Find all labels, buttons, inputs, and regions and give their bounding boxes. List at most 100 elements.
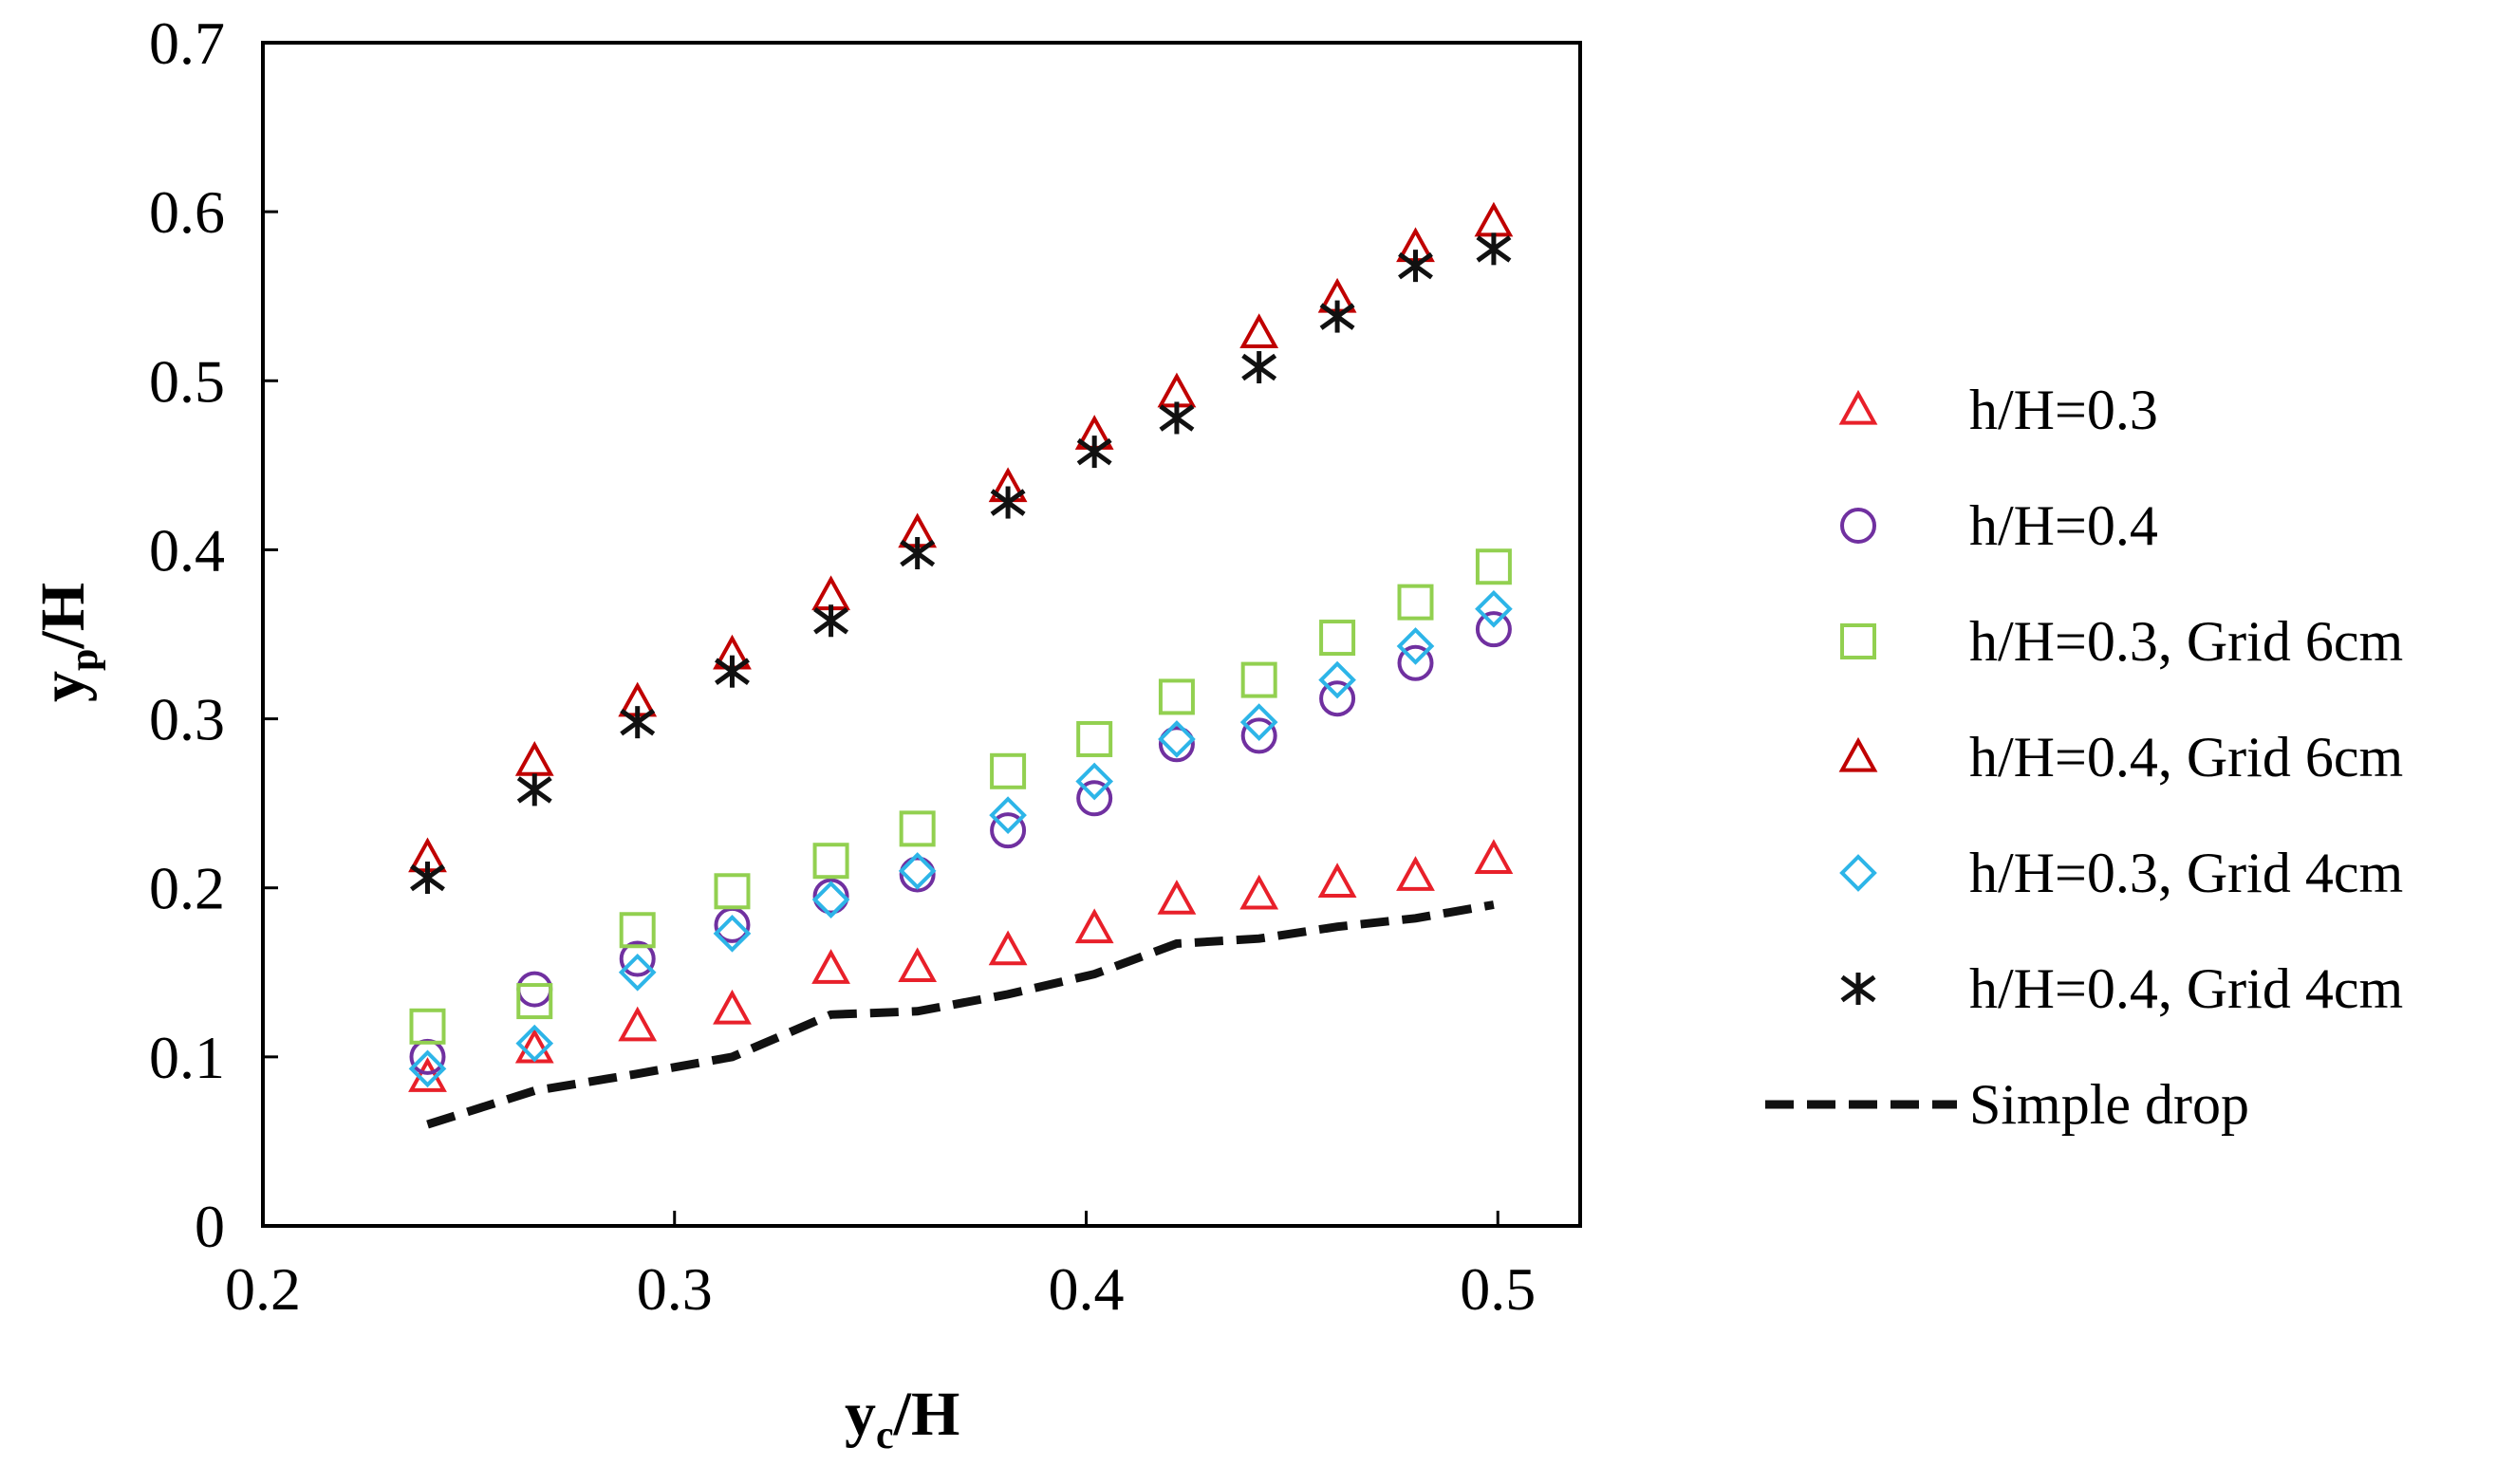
data-point <box>1475 611 1512 648</box>
legend-swatch <box>1839 854 1877 892</box>
data-point <box>1396 856 1435 891</box>
legend-label: h/H=0.4, Grid 4cm <box>1969 957 2403 1020</box>
data-point-stroke <box>1241 353 1277 381</box>
data-point <box>990 812 1027 849</box>
data-point <box>1318 660 1356 699</box>
y-axis: 0 0.1 0.2 0.3 0.4 0.5 0.6 0.7 <box>149 9 278 1260</box>
legend-swatch <box>1840 973 1876 1005</box>
data-point <box>813 604 849 638</box>
data-point <box>1319 620 1356 657</box>
data-point-stroke <box>620 708 656 736</box>
data-point <box>990 486 1026 519</box>
data-point-stroke <box>1398 251 1433 280</box>
series-2 <box>409 611 1512 1075</box>
legend-item: h/H=0.4, Grid 4cm <box>1840 957 2403 1020</box>
series-layer <box>408 201 1514 1129</box>
x-axis-title: yc/H <box>845 1380 959 1457</box>
data-point <box>1076 780 1113 817</box>
x-tick-label: 0.4 <box>1049 1255 1125 1323</box>
y-tick-label: 0.3 <box>149 686 225 753</box>
legend-label: h/H=0.4, Grid 6cm <box>1969 726 2403 788</box>
data-point <box>516 773 552 807</box>
series-line <box>426 900 1495 1129</box>
legend-label: h/H=0.3 <box>1969 379 2158 441</box>
data-point <box>1157 880 1197 915</box>
data-point <box>1240 661 1277 698</box>
data-point <box>1074 908 1114 944</box>
legend-swatch-stroke <box>1840 974 1876 1003</box>
legend-label: h/H=0.3, Grid 6cm <box>1969 610 2403 673</box>
data-point <box>1158 720 1196 758</box>
y-tick-label: 0.1 <box>149 1024 225 1091</box>
legend-label: Simple drop <box>1969 1073 2249 1136</box>
data-point <box>714 873 751 910</box>
data-point <box>516 971 553 1008</box>
x-tick-label: 0.5 <box>1460 1255 1536 1323</box>
data-point <box>618 1006 658 1042</box>
x-axis-title-sub: c <box>876 1414 894 1457</box>
series-5 <box>408 589 1513 1088</box>
y-tick-label: 0.4 <box>149 516 225 584</box>
data-point <box>409 1038 446 1075</box>
data-point <box>1076 436 1112 469</box>
data-point <box>1319 300 1355 333</box>
data-point-stroke <box>1476 235 1512 263</box>
series-7 <box>426 900 1495 1129</box>
data-point <box>1239 313 1279 349</box>
data-point <box>1239 874 1279 910</box>
series-6 <box>410 232 1512 895</box>
data-point <box>1397 584 1434 621</box>
data-point <box>1158 678 1195 715</box>
legend-swatch <box>1838 736 1878 772</box>
legend-swatch <box>1838 389 1878 425</box>
data-point <box>899 810 936 847</box>
data-point <box>713 989 752 1025</box>
series-3 <box>409 548 1512 1045</box>
data-point-stroke <box>715 658 750 685</box>
plot-area <box>261 41 1582 1228</box>
legend-item: h/H=0.3 <box>1838 379 2158 441</box>
x-axis-title-rest: /H <box>893 1380 960 1449</box>
y-axis-title: yp/H <box>28 583 106 702</box>
data-point <box>1241 351 1277 384</box>
data-point-stroke <box>1076 437 1112 466</box>
data-point <box>1319 680 1356 717</box>
data-point <box>516 983 553 1020</box>
data-point <box>1157 372 1197 408</box>
data-point <box>989 796 1027 834</box>
y-tick-label: 0 <box>195 1193 225 1260</box>
data-point <box>811 575 850 611</box>
data-point-stroke <box>516 776 552 804</box>
data-point-stroke <box>410 863 445 892</box>
data-point-stroke <box>900 539 936 567</box>
data-point <box>1396 627 1435 665</box>
data-point <box>1474 839 1514 875</box>
data-point <box>1475 589 1513 628</box>
y-tick-label: 0.2 <box>149 855 225 922</box>
y-axis-title-sub: p <box>63 649 106 671</box>
data-point <box>715 655 750 688</box>
data-point-stroke <box>1319 303 1355 330</box>
x-axis: 0.2 0.3 0.4 0.5 <box>225 1211 1536 1323</box>
data-point <box>1240 717 1277 754</box>
data-point <box>1076 720 1113 757</box>
data-point <box>618 953 657 992</box>
data-point <box>1398 250 1433 283</box>
legend-label: h/H=0.4 <box>1969 494 2158 557</box>
legend-item: h/H=0.3, Grid 4cm <box>1839 842 2403 904</box>
data-point <box>1075 762 1114 801</box>
legend-item: h/H=0.4, Grid 6cm <box>1838 726 2403 788</box>
data-point <box>1158 726 1195 763</box>
data-point <box>515 1024 554 1063</box>
data-point <box>990 752 1027 789</box>
data-point <box>988 930 1028 966</box>
data-point <box>409 1008 446 1045</box>
data-point <box>410 862 445 895</box>
x-tick-label: 0.2 <box>225 1255 301 1323</box>
data-point <box>1475 548 1512 585</box>
y-tick-label: 0.7 <box>149 9 225 77</box>
data-point <box>812 843 849 880</box>
data-point <box>899 856 936 893</box>
data-point <box>811 881 850 919</box>
x-tick-label: 0.3 <box>637 1255 713 1323</box>
